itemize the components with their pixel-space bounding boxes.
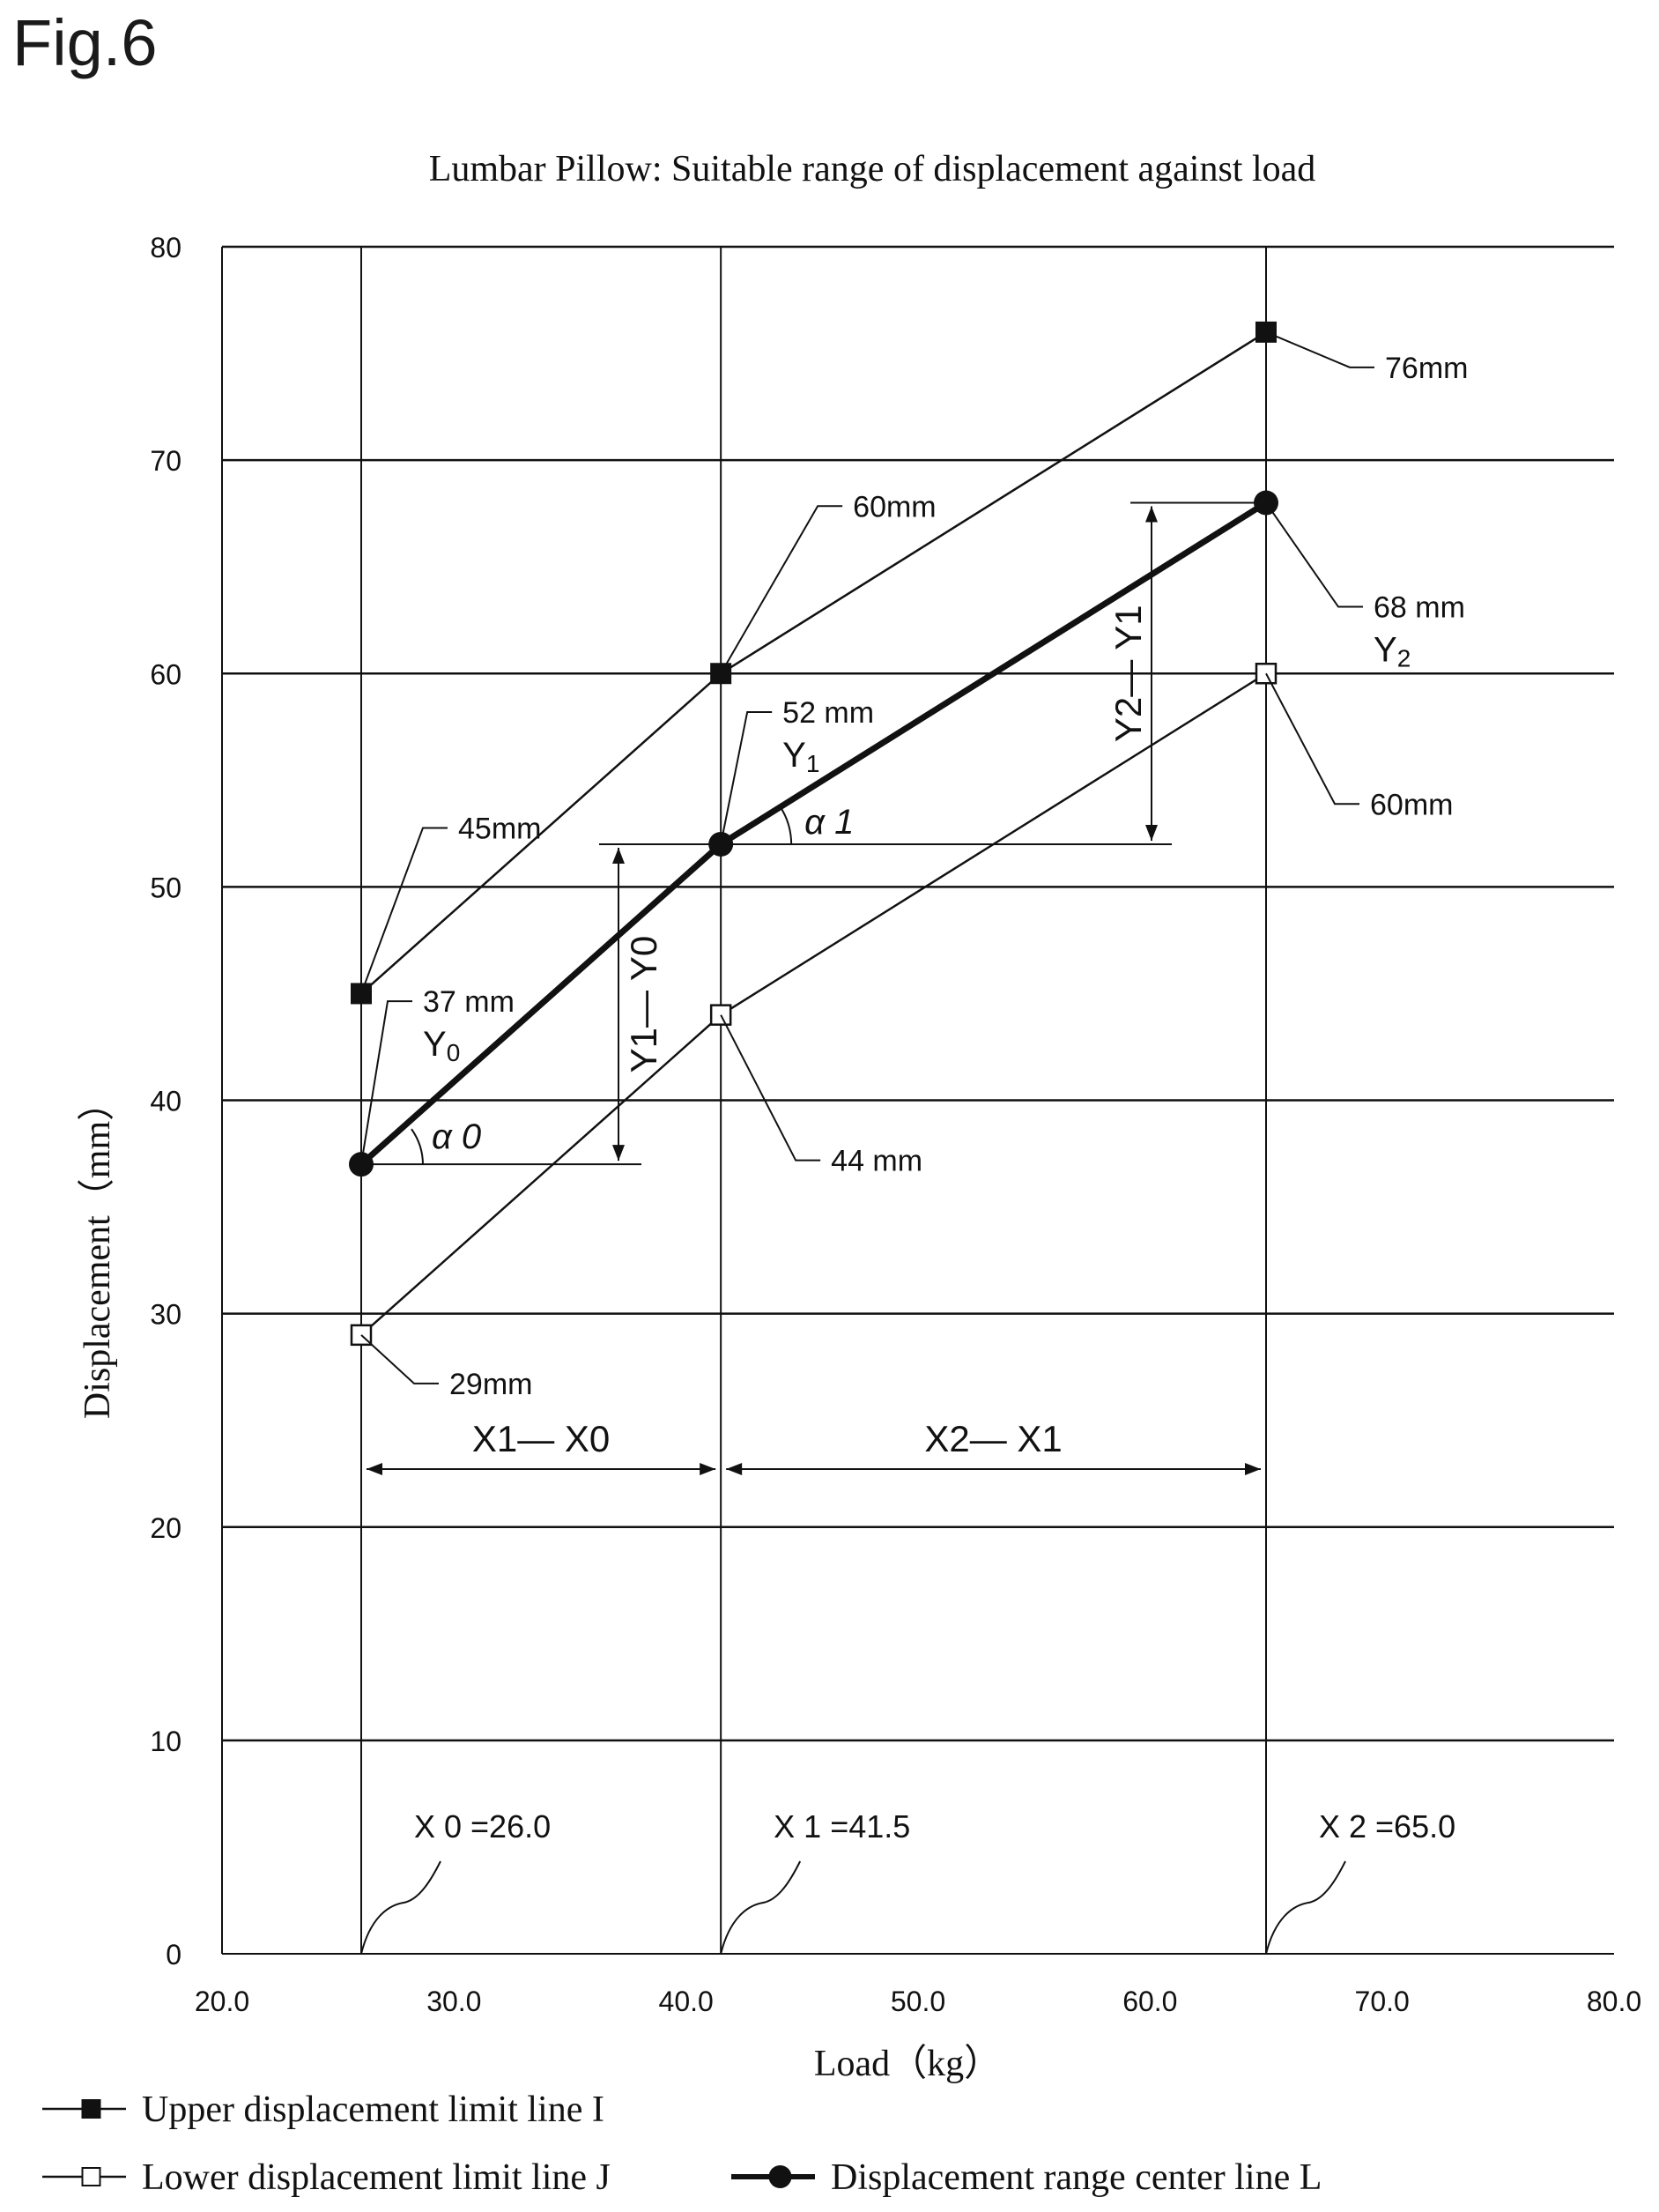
legend-marker [768,2165,792,2188]
annotation-leader [360,827,448,994]
vertical-marker-leader [720,1860,802,1955]
tick-label-layer: 0 10 20 30 40 50 60 70 80 20.0 30.0 40.0 50.0 60.0 70.… [150,232,1641,2017]
x-tick-label: 40.0 [659,1986,714,2017]
annotation-leader [360,1000,412,1165]
point-annotation: 68 mm [1374,591,1465,625]
x-axis-label: Load（kg） [814,2044,1001,2084]
y-tick-label: 60 [150,658,181,690]
grid-layer [222,245,1614,1742]
point-annotation: 29mm [449,1368,532,1401]
arrow-head [612,1145,625,1162]
arrow-head [1145,824,1158,841]
annotation-leader [360,1334,439,1384]
angle-label: α 1 [804,803,854,842]
annotation-leader [720,505,843,674]
legend-label: Upper displacement limit line I [142,2090,604,2130]
y-axis-label: Displacement（mm） [78,1084,118,1419]
y-tick-label: 20 [150,1512,181,1544]
vertical-marker-label: X 1 =41.5 [774,1808,910,1845]
point-annotation: 45mm [458,812,541,845]
arrow-head [1145,506,1158,523]
arrow-head [367,1463,382,1475]
point-annotation: 76mm [1385,352,1468,385]
dimension-label: Y1— Y0 [623,936,664,1073]
x-tick-label: 30.0 [426,1986,481,2017]
point-annotation: 52 mm [782,696,874,730]
y-tick-label: 80 [150,232,181,264]
annotation-leader [1265,501,1363,608]
arrow-head [612,847,625,864]
y-tick-label: 50 [150,872,181,903]
y-tick-label: 40 [150,1086,181,1117]
arrow-head [726,1463,743,1475]
x-tick-label: 80.0 [1587,1986,1641,2017]
legend-label: Lower displacement limit line J [142,2157,611,2198]
point-annotation-symbol: Y0 [423,1025,460,1066]
y-tick-label: 10 [150,1726,181,1757]
annotation-leader [1265,672,1359,805]
arrow-head [1245,1463,1261,1475]
dimension-label: X1— X0 [472,1418,610,1459]
point-annotation-symbol: Y2 [1374,631,1411,672]
point-annotation: 37 mm [423,985,515,1019]
annotation-leader [1265,330,1374,368]
point-annotation: 44 mm [831,1145,922,1178]
figure-label: Fig.6 [12,6,158,79]
y-tick-label: 0 [166,1939,181,1971]
dimension-label: X2— X1 [924,1418,1062,1459]
y-tick-label: 70 [150,445,181,477]
y-tick-label: 30 [150,1299,181,1331]
x-tick-label: 70.0 [1355,1986,1410,2017]
point-annotation-symbol: Y1 [782,736,819,777]
vertical-marker-leader [1265,1860,1346,1955]
point-annotation: 60mm [1370,788,1453,821]
legend: Upper displacement limit line I Lower dis… [42,2090,1322,2198]
angle-label: α 0 [432,1117,481,1156]
angle-arc [781,808,793,844]
arrow-head [700,1463,716,1475]
chart-title: Lumbar Pillow: Suitable range of displac… [429,149,1316,189]
vertical-marker-label: X 2 =65.0 [1319,1808,1455,1845]
x-tick-label: 20.0 [195,1986,249,2017]
legend-label: Displacement range center line L [831,2157,1322,2198]
legend-marker [81,2099,101,2119]
x-tick-label: 50.0 [891,1986,945,2017]
angle-arc [411,1128,424,1165]
legend-marker [81,2167,101,2186]
vertical-marker-leader [360,1860,441,1955]
point-annotation: 60mm [853,490,936,523]
annotation-leader [720,710,773,845]
x-tick-label: 60.0 [1122,1986,1177,2017]
dimension-layer: X1— X0 X2— X1 Y1— Y0 Y2— Y1 α 0 α 1 [361,501,1266,1475]
dimension-label: Y2— Y1 [1107,605,1149,742]
annotation-leader [720,1014,821,1162]
vertical-marker-layer: X 0 =26.0 X 1 =41.5 X 2 =65.0 [360,247,1455,1955]
annotation-layer: 45mm 60mm 76mm 37 mm Y0 52 mm Y1 68 mm Y2 29mm 44 … [360,330,1468,1401]
vertical-marker-label: X 0 =26.0 [414,1808,551,1845]
